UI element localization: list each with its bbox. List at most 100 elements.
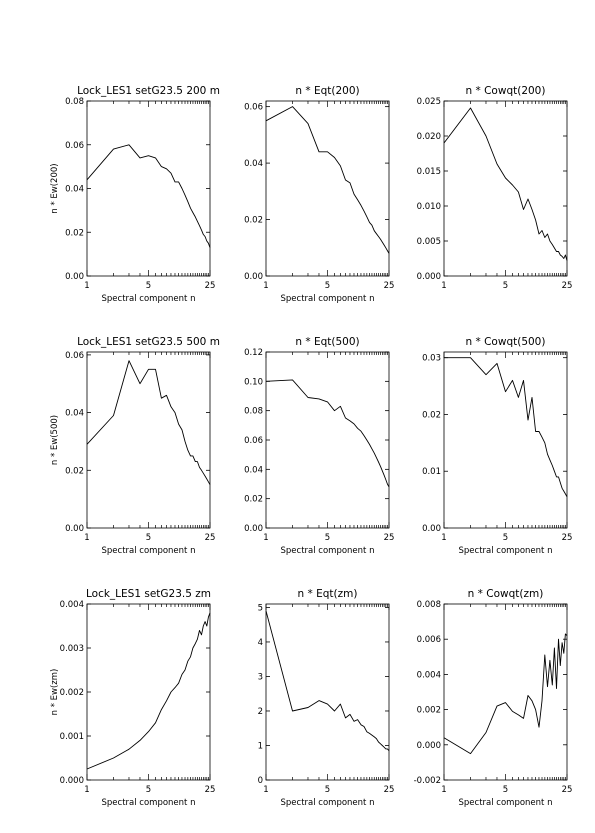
chart-5-title: n * Eqt(500) xyxy=(295,336,359,348)
chart-6-ytick-label: 0.02 xyxy=(422,410,441,420)
chart-5-ytick-label: 0.06 xyxy=(244,436,263,446)
chart-1-title: Lock_LES1 setG23.5 200 m xyxy=(77,85,220,97)
chart-8-ytick-label: 0 xyxy=(258,776,263,786)
chart-4-ytick-label: 0.06 xyxy=(65,351,84,361)
chart-1-ytick-label: 0.08 xyxy=(65,97,84,107)
chart-2-ytick-label: 0.00 xyxy=(244,272,263,282)
chart-6-series-line xyxy=(444,357,568,498)
chart-2-ytick-label: 0.04 xyxy=(244,159,263,169)
chart-1-ytick-label: 0.00 xyxy=(65,272,84,282)
chart-8-ytick-label: 3 xyxy=(258,672,263,682)
chart-2-frame xyxy=(265,100,390,277)
chart-8-xtick-label: 1 xyxy=(263,785,268,795)
chart-2-series-line xyxy=(265,106,390,254)
chart-1-frame xyxy=(86,100,211,277)
chart-9-xtick-label: 1 xyxy=(441,785,446,795)
chart-1-ylabel: n * Ew(200) xyxy=(50,163,60,213)
chart-7-xlabel: Spectral component n xyxy=(102,798,196,808)
chart-9-xtick-label: 5 xyxy=(503,785,508,795)
chart-7-title: Lock_LES1 setG23.5 zm xyxy=(86,588,211,600)
chart-3-xtick-label: 1 xyxy=(441,281,446,291)
chart-3-title: n * Cowqt(200) xyxy=(466,85,546,97)
chart-8-ytick-label: 1 xyxy=(258,741,263,751)
chart-9-ytick-label: 0.006 xyxy=(417,635,441,645)
chart-2-ytick-label: 0.02 xyxy=(244,216,263,226)
chart-7-ytick-label: 0.004 xyxy=(60,600,84,610)
chart-9-ytick-label: 0.000 xyxy=(417,741,441,751)
chart-7-xtick-label: 1 xyxy=(84,785,89,795)
chart-7-ytick-label: 0.001 xyxy=(60,732,84,742)
chart-4-ytick-label: 0.00 xyxy=(65,524,84,534)
chart-5-ytick-label: 0.10 xyxy=(244,377,263,387)
chart-7-ytick-label: 0.002 xyxy=(60,688,84,698)
chart-8-ytick-label: 2 xyxy=(258,707,263,717)
chart-4-xtick-label: 25 xyxy=(205,533,216,543)
chart-4-xtick-label: 5 xyxy=(146,533,151,543)
chart-9-ytick-label: -0.002 xyxy=(414,776,441,786)
chart-2-title: n * Eqt(200) xyxy=(295,85,359,97)
chart-4-xlabel: Spectral component n xyxy=(102,546,196,556)
chart-8-ytick-label: 4 xyxy=(258,638,263,648)
chart-4-series-line xyxy=(86,360,211,485)
chart-9-series-line xyxy=(443,633,568,755)
chart-7-ylabel: n * Ew(zm) xyxy=(50,669,60,716)
chart-5-ytick-label: 0.04 xyxy=(244,465,263,475)
chart-1-ytick-label: 0.02 xyxy=(65,228,84,238)
chart-4-ylabel: n * Ew(500) xyxy=(50,415,60,465)
chart-6-xtick-label: 25 xyxy=(562,533,573,543)
chart-9-xtick-label: 25 xyxy=(562,785,573,795)
chart-3-ytick-label: 0.015 xyxy=(417,167,441,177)
chart-6-xlabel: Spectral component n xyxy=(459,546,553,556)
chart-8-xtick-label: 5 xyxy=(325,785,330,795)
chart-6-frame xyxy=(443,351,568,529)
chart-3-ytick-label: 0.005 xyxy=(417,237,441,247)
chart-8-frame xyxy=(265,603,390,781)
chart-5-series-line xyxy=(265,379,390,488)
chart-5-frame xyxy=(265,351,390,529)
chart-3-series-line xyxy=(443,107,568,261)
chart-9-ytick-label: 0.004 xyxy=(417,670,441,680)
chart-6-title: n * Cowqt(500) xyxy=(466,336,546,348)
chart-2-ytick-label: 0.06 xyxy=(244,103,263,113)
chart-3-xtick-label: 5 xyxy=(503,281,508,291)
chart-3-ytick-label: 0.010 xyxy=(417,202,441,212)
chart-2-xtick-label: 25 xyxy=(384,281,395,291)
chart-5-ytick-label: 0.00 xyxy=(244,524,263,534)
chart-9-xlabel: Spectral component n xyxy=(459,798,553,808)
chart-3-ytick-label: 0.020 xyxy=(417,132,441,142)
chart-6-ytick-label: 0.01 xyxy=(422,467,441,477)
chart-6-xtick-label: 5 xyxy=(503,533,508,543)
chart-6-xtick-label: 1 xyxy=(441,533,446,543)
chart-3-ytick-label: 0.000 xyxy=(417,272,441,282)
chart-1-ytick-label: 0.06 xyxy=(65,141,84,151)
chart-1-series-line xyxy=(86,144,211,248)
chart-2-xtick-label: 5 xyxy=(325,281,330,291)
chart-9-ytick-label: 0.008 xyxy=(417,600,441,610)
chart-7-xtick-label: 25 xyxy=(205,785,216,795)
chart-5-xlabel: Spectral component n xyxy=(281,546,375,556)
chart-7-ytick-label: 0.003 xyxy=(60,644,84,654)
chart-9-ytick-label: 0.002 xyxy=(417,706,441,716)
chart-1-xtick-label: 1 xyxy=(84,281,89,291)
chart-1-xlabel: Spectral component n xyxy=(102,294,196,304)
chart-4-ytick-label: 0.02 xyxy=(65,466,84,476)
chart-7-ytick-label: 0.000 xyxy=(60,776,84,786)
chart-4-frame xyxy=(86,351,211,529)
chart-3-frame xyxy=(443,100,568,277)
chart-7-frame xyxy=(86,603,211,781)
chart-9-title: n * Cowqt(zm) xyxy=(468,588,544,600)
chart-5-xtick-label: 25 xyxy=(384,533,395,543)
chart-1-ytick-label: 0.04 xyxy=(65,185,84,195)
chart-5-ytick-label: 0.02 xyxy=(244,495,263,505)
chart-5-ytick-label: 0.12 xyxy=(244,348,263,358)
chart-4-ytick-label: 0.04 xyxy=(65,409,84,419)
chart-4-xtick-label: 1 xyxy=(84,533,89,543)
chart-8-title: n * Eqt(zm) xyxy=(298,588,358,600)
chart-1-xtick-label: 5 xyxy=(146,281,151,291)
chart-2-xtick-label: 1 xyxy=(263,281,268,291)
chart-5-ytick-label: 0.08 xyxy=(244,407,263,417)
chart-8-xlabel: Spectral component n xyxy=(281,798,375,808)
chart-3-ytick-label: 0.025 xyxy=(417,97,441,107)
chart-5-xtick-label: 5 xyxy=(325,533,330,543)
